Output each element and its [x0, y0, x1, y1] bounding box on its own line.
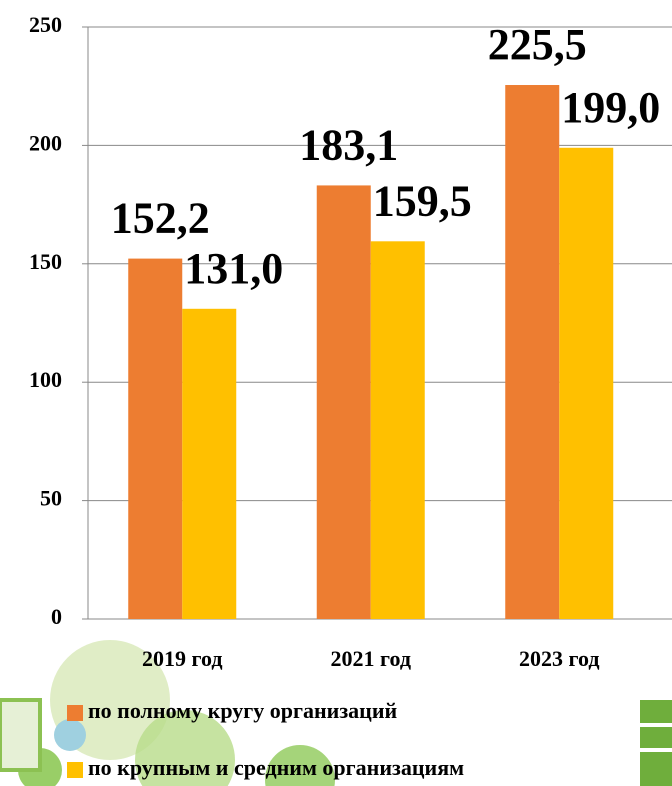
legend-label: по полному кругу организаций [88, 698, 398, 723]
bar [182, 309, 236, 619]
y-tick-label: 100 [29, 367, 62, 392]
bar [371, 241, 425, 619]
y-tick-label: 250 [29, 12, 62, 37]
value-label: 131,0 [184, 244, 283, 293]
chart: 0 50 100 150 200 250 2019 год 152,2131,0 2021 го… [0, 0, 672, 786]
y-tick-label: 0 [51, 604, 62, 629]
bar [128, 259, 182, 619]
legend-label: по крупным и средним организациям [88, 755, 464, 780]
x-tick-label: 2019 год [142, 646, 222, 671]
x-tick-label: 2023 год [519, 646, 599, 671]
value-label: 225,5 [488, 20, 587, 69]
legend-swatch [67, 762, 83, 778]
y-tick-label: 200 [29, 130, 62, 155]
bar [317, 185, 371, 619]
x-tick-label: 2021 год [331, 646, 411, 671]
value-label: 159,5 [373, 176, 472, 225]
value-label: 199,0 [561, 83, 660, 132]
value-label: 152,2 [111, 194, 210, 243]
bar [559, 148, 613, 619]
y-tick-label: 150 [29, 249, 62, 274]
legend-swatch [67, 705, 83, 721]
value-label: 183,1 [299, 121, 398, 170]
y-tick-label: 50 [40, 486, 62, 511]
bar [505, 85, 559, 619]
